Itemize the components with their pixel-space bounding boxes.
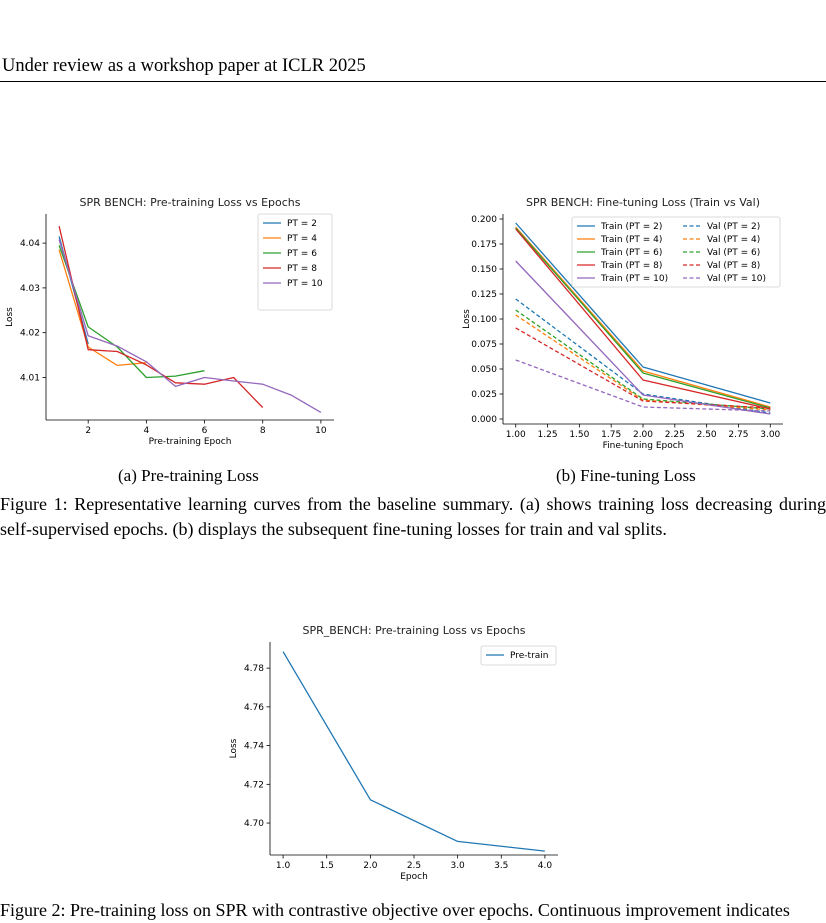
y-tick-label: 0.125 <box>471 290 497 300</box>
x-tick-label: 2.25 <box>665 430 685 440</box>
x-tick-label: 1.50 <box>569 430 589 440</box>
subcaption-b: (b) Fine-tuning Loss <box>556 466 696 485</box>
x-tick-label: 1.75 <box>601 430 621 440</box>
x-tick-label: 2.00 <box>633 430 653 440</box>
legend-box <box>480 645 557 666</box>
y-tick-label: 4.04 <box>20 239 40 249</box>
series-line <box>515 327 771 409</box>
subcaption-a: (a) Pre-training Loss <box>118 466 259 485</box>
y-tick-label: 4.72 <box>244 780 264 790</box>
x-tick-label: 2.75 <box>728 430 748 440</box>
y-tick-label: 0.150 <box>471 265 497 275</box>
pretraining-loss-chart: SPR BENCH: Pre-training Loss vs Epochs 2 4… <box>5 196 334 447</box>
series-line <box>515 314 771 411</box>
legend-label: Val (PT = 6) <box>707 248 760 258</box>
legend-label: Train (PT = 8) <box>600 261 662 271</box>
legend-label: Val (PT = 4) <box>707 235 760 245</box>
series-line <box>282 651 545 852</box>
y-tick-label: 4.76 <box>244 703 264 713</box>
legend-label: PT = 6 <box>287 249 317 259</box>
x-tick-label: 3.0 <box>450 861 465 871</box>
x-tick-label: 6 <box>202 426 208 436</box>
chart-title: SPR BENCH: Fine-tuning Loss (Train vs Va… <box>526 196 760 209</box>
y-tick-label: 0.025 <box>471 390 497 400</box>
y-axis-label: Loss <box>5 307 15 327</box>
legend-label: PT = 4 <box>287 234 317 244</box>
x-tick-label: 1.5 <box>320 861 334 871</box>
series-line <box>515 222 771 404</box>
y-axis-label: Loss <box>462 309 472 329</box>
y-tick-label: 4.02 <box>20 329 40 339</box>
x-axis-label: Pre-training Epoch <box>149 437 232 447</box>
x-tick-label: 4.0 <box>538 861 553 871</box>
x-tick-label: 2.5 <box>407 861 421 871</box>
chart-title: SPR_BENCH: Pre-training Loss vs Epochs <box>303 624 526 637</box>
chart-title: SPR BENCH: Pre-training Loss vs Epochs <box>80 196 301 209</box>
legend-label: Val (PT = 8) <box>707 261 760 271</box>
x-tick-label: 8 <box>260 426 266 436</box>
y-tick-label: 4.78 <box>244 664 264 674</box>
figure2-caption: Figure 2: Pre-training loss on SPR with … <box>0 900 790 920</box>
series-line <box>58 249 147 367</box>
series-line <box>515 298 771 414</box>
legend-box <box>571 216 781 288</box>
series-line <box>515 226 771 408</box>
legend-label: Train (PT = 10) <box>600 274 668 284</box>
x-tick-label: 3.00 <box>760 430 780 440</box>
legend-label: Train (PT = 4) <box>600 235 662 245</box>
y-tick-label: 4.01 <box>20 373 40 383</box>
legend-label: Pre-train <box>510 651 549 661</box>
x-tick-label: 2.0 <box>363 861 378 871</box>
x-tick-label: 2 <box>85 426 91 436</box>
y-tick-label: 0.075 <box>471 340 497 350</box>
legend-label: PT = 10 <box>287 279 323 289</box>
x-tick-label: 10 <box>315 426 327 436</box>
figure1-caption: Figure 1: Representative learning curves… <box>0 494 826 539</box>
series-line <box>515 260 771 415</box>
legend-label: Val (PT = 2) <box>707 222 760 232</box>
series-line <box>515 228 771 410</box>
legend-label: Train (PT = 2) <box>600 222 662 232</box>
finetuning-loss-chart: SPR BENCH: Fine-tuning Loss (Train vs Va… <box>462 196 783 451</box>
x-tick-label: 2.50 <box>697 430 717 440</box>
x-axis-label: Fine-tuning Epoch <box>603 441 684 451</box>
legend-label: PT = 2 <box>287 219 317 229</box>
legend-label: Val (PT = 10) <box>707 274 766 284</box>
y-tick-label: 0.175 <box>471 240 497 250</box>
pretrain-loss-epochs-chart: SPR_BENCH: Pre-training Loss vs Epochs 1.… <box>229 624 558 882</box>
legend-label: PT = 8 <box>287 264 317 274</box>
x-axis-label: Epoch <box>400 872 428 882</box>
legend-label: Train (PT = 6) <box>600 248 662 258</box>
series-line <box>515 227 771 409</box>
x-tick-label: 3.5 <box>494 861 508 871</box>
running-header: Under review as a workshop paper at ICLR… <box>2 56 366 76</box>
x-tick-label: 1.0 <box>276 861 291 871</box>
y-tick-label: 0.050 <box>471 365 497 375</box>
x-tick-label: 1.25 <box>538 430 558 440</box>
y-tick-label: 0.100 <box>471 315 497 325</box>
y-axis-label: Loss <box>229 738 239 758</box>
y-tick-label: 4.70 <box>244 819 264 829</box>
series-line <box>58 239 322 413</box>
y-tick-label: 4.03 <box>20 284 40 294</box>
series-line <box>58 245 205 379</box>
y-tick-label: 4.74 <box>244 742 264 752</box>
x-tick-label: 1.00 <box>506 430 526 440</box>
y-tick-label: 0.000 <box>471 415 497 425</box>
y-tick-label: 0.200 <box>471 215 497 225</box>
x-tick-label: 4 <box>143 426 149 436</box>
header-rule <box>0 81 826 82</box>
